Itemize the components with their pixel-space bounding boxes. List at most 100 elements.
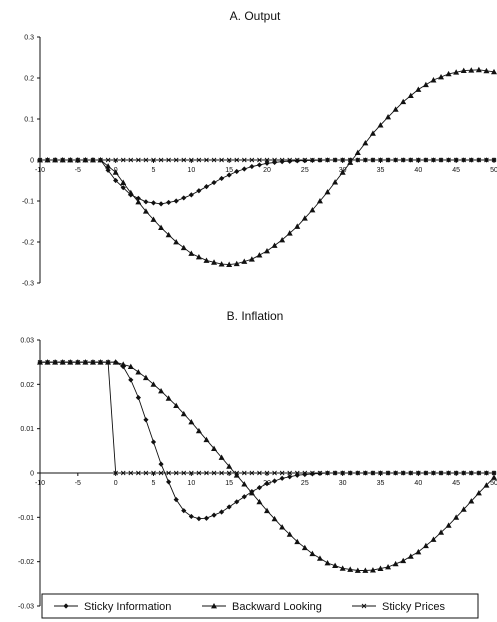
data-point (90, 157, 96, 163)
data-point (135, 395, 141, 401)
data-point (181, 470, 187, 476)
data-point (128, 377, 134, 383)
data-point (400, 470, 406, 476)
data-point (453, 157, 459, 163)
data-point (120, 157, 126, 163)
data-point (287, 470, 293, 476)
series-line (40, 361, 494, 474)
data-point (393, 470, 398, 476)
data-point (150, 381, 157, 387)
legend-marker (63, 603, 69, 609)
data-point (219, 509, 225, 515)
data-point (188, 192, 194, 198)
data-point (423, 470, 429, 476)
data-point (423, 157, 429, 163)
data-point (196, 157, 202, 163)
data-point (52, 157, 58, 163)
data-point (438, 157, 444, 163)
data-point (196, 188, 202, 194)
y-tick-label: 0.03 (20, 338, 34, 345)
data-point (204, 470, 209, 476)
data-point (385, 563, 392, 570)
data-point (438, 73, 445, 80)
data-point (400, 157, 406, 163)
x-tick-label: 20 (263, 167, 271, 174)
data-point (203, 436, 210, 443)
data-point (142, 208, 149, 214)
data-point (136, 470, 141, 476)
data-point (211, 157, 217, 163)
data-point (127, 189, 134, 196)
data-point (316, 198, 323, 204)
data-point (385, 113, 392, 120)
x-tick-label: 25 (301, 480, 309, 487)
x-tick-label: -5 (75, 480, 81, 487)
data-point (264, 248, 270, 254)
data-point (453, 470, 459, 476)
data-point (316, 555, 323, 561)
data-point (150, 216, 157, 222)
data-point (166, 199, 172, 206)
data-point (431, 470, 436, 476)
data-point (120, 185, 126, 191)
data-point (218, 454, 225, 460)
data-point (438, 470, 444, 476)
data-point (241, 494, 247, 500)
data-point (120, 470, 126, 476)
data-point (476, 470, 482, 476)
data-point (468, 67, 475, 73)
data-point (249, 470, 255, 476)
data-point (226, 172, 232, 178)
data-point (445, 70, 452, 77)
data-point (325, 157, 330, 163)
data-point (445, 522, 452, 528)
data-point (431, 157, 436, 163)
data-point (294, 157, 300, 163)
data-point (354, 149, 361, 156)
x-tick-label: -5 (75, 167, 81, 174)
data-point (241, 166, 247, 172)
data-point (340, 157, 345, 163)
data-point (392, 106, 399, 112)
x-tick-label: 40 (414, 480, 422, 487)
data-point (158, 224, 165, 231)
legend-box (41, 593, 479, 619)
data-point (158, 157, 164, 163)
data-point (483, 482, 490, 488)
data-point (233, 260, 240, 267)
data-point (98, 157, 103, 163)
x-tick-label: -10 (35, 480, 45, 487)
data-point (151, 157, 156, 163)
data-point (241, 258, 248, 264)
data-point (166, 479, 172, 485)
y-tick-label: -0.01 (18, 515, 34, 522)
data-point (173, 239, 180, 245)
data-point (189, 470, 194, 476)
x-tick-label: 30 (339, 480, 347, 487)
data-point (181, 195, 187, 201)
series-line (40, 361, 495, 571)
y-tick-label: -0.1 (22, 199, 34, 206)
data-point (241, 157, 247, 163)
data-point (165, 231, 172, 238)
data-point (264, 160, 270, 166)
data-point (461, 157, 467, 163)
panel-1: A. Output0.30.20.10-0.1-0.2-0.3-10-50510… (22, 9, 497, 288)
data-point (180, 410, 187, 417)
data-point (173, 402, 180, 409)
data-point (491, 474, 497, 480)
data-point (105, 157, 111, 163)
data-point (301, 544, 308, 551)
data-point (453, 514, 460, 520)
data-point (226, 157, 232, 163)
data-point (309, 471, 315, 477)
data-point (347, 470, 353, 476)
x-tick-label: 45 (452, 167, 460, 174)
data-point (226, 463, 233, 469)
data-point (211, 512, 217, 518)
data-point (180, 244, 187, 251)
data-point (60, 157, 66, 163)
data-point (339, 565, 346, 571)
data-point (113, 157, 118, 163)
data-point (279, 157, 285, 163)
